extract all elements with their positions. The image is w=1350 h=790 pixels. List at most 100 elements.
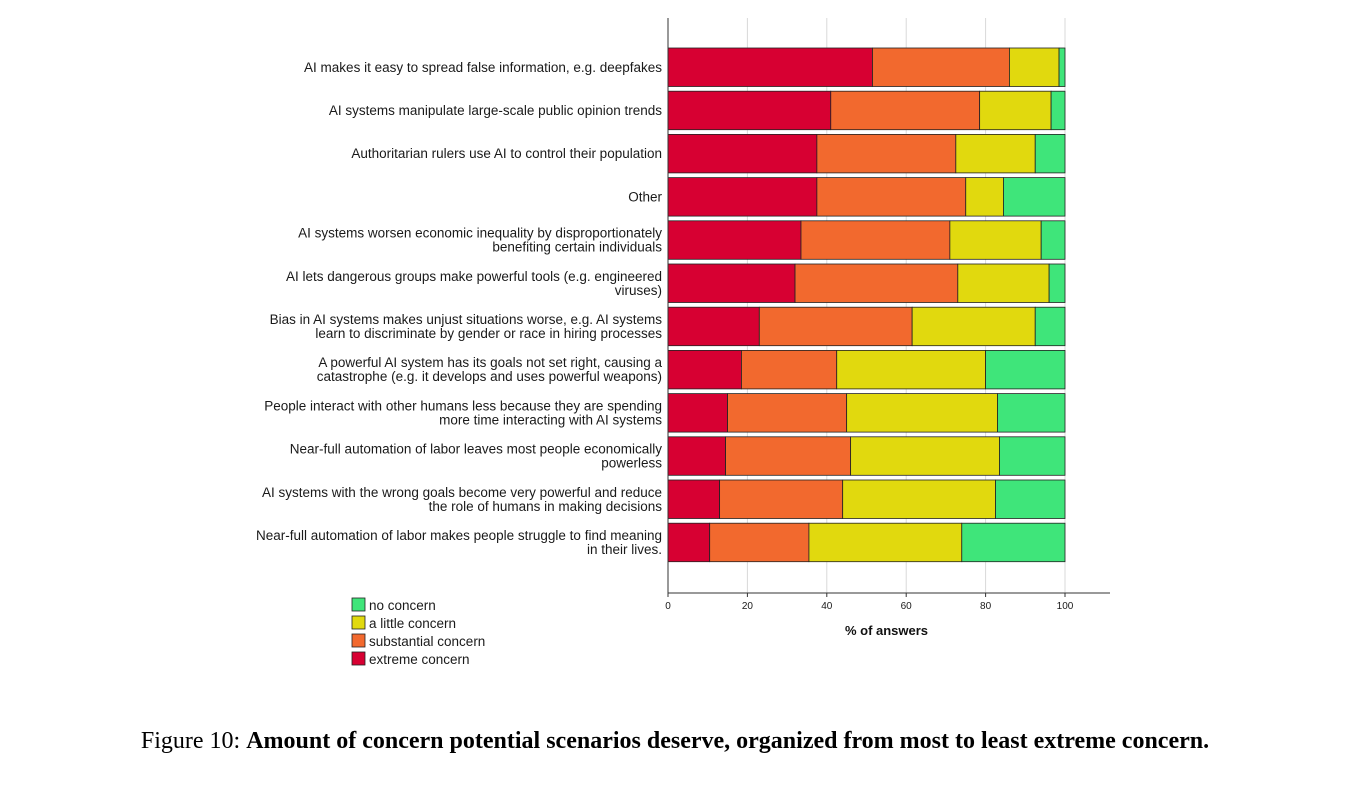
bar-extreme-concern-7 <box>667 349 742 390</box>
legend-label-extreme-concern: extreme concern <box>369 652 470 667</box>
bar-substantial-concern-3 <box>816 177 967 217</box>
category-label-line: AI systems worsen economic inequality by… <box>298 226 662 241</box>
category-label-7: A powerful AI system has its goals not s… <box>317 355 663 384</box>
legend-swatch-no-concern <box>351 597 366 612</box>
category-label-line: learn to discriminate by gender or race … <box>315 326 662 341</box>
bars <box>667 47 1066 563</box>
category-label-line: People interact with other humans less b… <box>264 398 662 413</box>
bar-a-little-concern-7 <box>836 349 986 390</box>
bar-extreme-concern-6 <box>667 306 760 347</box>
x-tick-label-40: 40 <box>821 601 833 612</box>
category-label-10: AI systems with the wrong goals become v… <box>262 485 662 514</box>
category-label-line: AI lets dangerous groups make powerful t… <box>286 269 662 284</box>
x-tick-label-80: 80 <box>980 601 992 612</box>
bar-extreme-concern-2 <box>667 133 818 174</box>
bar-a-little-concern-4 <box>949 220 1042 260</box>
category-label-line: catastrophe (e.g. it develops and uses p… <box>317 369 662 384</box>
bar-no-concern-11 <box>961 522 1066 563</box>
bar-substantial-concern-7 <box>741 349 838 390</box>
category-labels: AI makes it easy to spread false informa… <box>256 60 662 557</box>
stacked-bar-chart: AI makes it easy to spread false informa… <box>256 18 1110 667</box>
bar-no-concern-1 <box>1050 90 1066 131</box>
bar-no-concern-5 <box>1048 263 1066 303</box>
bar-no-concern-6 <box>1034 306 1066 347</box>
bar-no-concern-2 <box>1034 133 1066 174</box>
bar-a-little-concern-2 <box>955 133 1036 174</box>
caption-text: Amount of concern potential scenarios de… <box>246 728 1210 754</box>
category-label-11: Near-full automation of labor makes peop… <box>256 528 662 557</box>
bar-substantial-concern-10 <box>719 479 844 519</box>
bar-a-little-concern-5 <box>957 263 1050 303</box>
category-label-line: Bias in AI systems makes unjust situatio… <box>270 312 663 327</box>
category-label-line: A powerful AI system has its goals not s… <box>318 355 662 370</box>
x-tick-label-60: 60 <box>901 601 913 612</box>
bar-no-concern-10 <box>995 479 1066 519</box>
category-label-line: AI makes it easy to spread false informa… <box>304 60 662 75</box>
bar-a-little-concern-1 <box>979 90 1052 131</box>
bar-extreme-concern-1 <box>667 90 832 131</box>
bar-a-little-concern-9 <box>850 436 1000 476</box>
category-label-line: powerless <box>601 456 662 471</box>
bar-extreme-concern-4 <box>667 220 802 260</box>
x-tick-label-0: 0 <box>665 601 671 612</box>
bar-substantial-concern-6 <box>758 306 913 347</box>
category-label-5: AI lets dangerous groups make powerful t… <box>286 269 662 298</box>
bar-no-concern-0 <box>1058 47 1066 87</box>
category-label-line: AI systems with the wrong goals become v… <box>262 485 662 500</box>
category-label-line: more time interacting with AI systems <box>439 412 662 427</box>
figure-caption: Figure 10: Amount of concern potential s… <box>0 728 1350 755</box>
bar-extreme-concern-11 <box>667 522 711 563</box>
category-label-line: in their lives. <box>587 542 662 557</box>
bar-substantial-concern-2 <box>816 133 957 174</box>
legend-swatch-a-little-concern <box>351 615 366 630</box>
category-label-line: benefiting certain individuals <box>492 240 662 255</box>
axes <box>667 18 1110 594</box>
category-label-1: AI systems manipulate large-scale public… <box>329 103 662 118</box>
x-ticks: 0 20 40 60 80 100 <box>665 593 1074 612</box>
bar-substantial-concern-1 <box>830 90 981 131</box>
legend-label-substantial-concern: substantial concern <box>369 634 485 649</box>
bar-substantial-concern-5 <box>794 263 959 303</box>
bar-a-little-concern-11 <box>808 522 963 563</box>
category-label-line: AI systems manipulate large-scale public… <box>329 103 662 118</box>
legend-label-a-little-concern: a little concern <box>369 616 456 631</box>
category-label-4: AI systems worsen economic inequality by… <box>298 226 662 255</box>
category-label-line: the role of humans in making decisions <box>429 499 663 514</box>
bar-a-little-concern-6 <box>911 306 1036 347</box>
legend: no concern a little concern substantial co… <box>351 597 485 667</box>
bar-substantial-concern-4 <box>800 220 951 260</box>
category-label-8: People interact with other humans less b… <box>264 398 662 427</box>
bar-no-concern-8 <box>997 393 1066 433</box>
bar-no-concern-7 <box>985 349 1066 390</box>
bar-extreme-concern-8 <box>667 393 728 433</box>
bar-no-concern-3 <box>1003 177 1066 217</box>
bar-extreme-concern-5 <box>667 263 796 303</box>
bar-substantial-concern-11 <box>709 522 810 563</box>
x-axis-title: % of answers <box>845 623 928 638</box>
category-label-line: Other <box>628 189 662 204</box>
category-label-0: AI makes it easy to spread false informa… <box>304 60 662 75</box>
category-label-line: Near-full automation of labor makes peop… <box>256 528 662 543</box>
bar-extreme-concern-10 <box>667 479 721 519</box>
category-label-line: Authoritarian rulers use AI to control t… <box>351 146 662 161</box>
bar-extreme-concern-3 <box>667 177 818 217</box>
category-label-3: Other <box>628 189 662 204</box>
bar-substantial-concern-9 <box>725 436 852 476</box>
x-tick-label-20: 20 <box>742 601 754 612</box>
bar-extreme-concern-9 <box>667 436 726 476</box>
category-label-line: Near-full automation of labor leaves mos… <box>290 442 662 457</box>
bar-no-concern-9 <box>999 436 1066 476</box>
bar-a-little-concern-8 <box>846 393 998 433</box>
category-label-6: Bias in AI systems makes unjust situatio… <box>270 312 663 341</box>
x-tick-label-100: 100 <box>1057 601 1074 612</box>
bar-a-little-concern-10 <box>842 479 996 519</box>
bar-substantial-concern-8 <box>727 393 848 433</box>
legend-swatch-extreme-concern <box>351 651 366 666</box>
category-label-2: Authoritarian rulers use AI to control t… <box>351 146 662 161</box>
bar-no-concern-4 <box>1040 220 1066 260</box>
bar-extreme-concern-0 <box>667 47 873 87</box>
category-label-line: viruses) <box>615 283 662 298</box>
bar-substantial-concern-0 <box>872 47 1010 87</box>
legend-swatch-substantial-concern <box>351 633 366 648</box>
category-label-9: Near-full automation of labor leaves mos… <box>290 442 662 471</box>
